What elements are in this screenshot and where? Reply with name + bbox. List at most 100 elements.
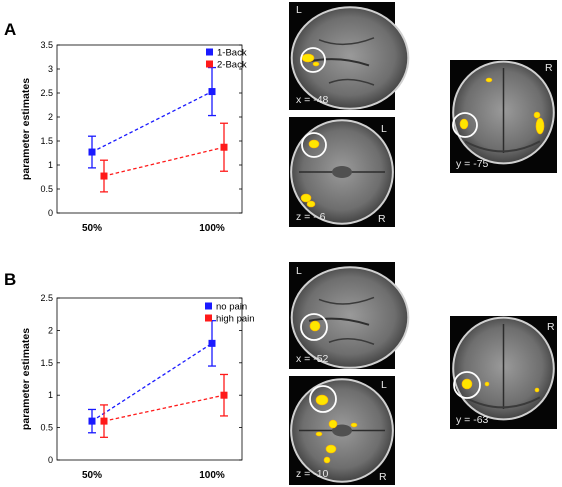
legend-entry: 1-Back [217,48,247,59]
brain-slice-a-axial: L Rz = - 6 [289,117,395,227]
activation-blob [484,381,490,387]
sulcus-line [328,78,375,86]
legend-entry: 2-Back [217,60,247,71]
activation-blob [323,456,331,464]
slice-coordinate-label: x = -52 [296,353,329,365]
panel-letter-a: A [4,20,17,39]
ventricle [332,424,352,437]
legend-marker [205,302,212,310]
brain-slice-b-coronal: Ry = -63 [450,316,557,429]
chart-1: 0 0.5 1 1.5 2 2.5 50% 100% parameter estimates no… [20,293,255,481]
activation-blob [461,378,473,390]
panel-letter-b: B [4,270,17,289]
data-point [208,339,216,347]
chart-0: 0 0.5 1 1.5 2 2.5 3 3.5 50% 100% parameter estimat… [20,40,247,234]
brain-tissue [290,266,410,369]
y-tick-label: 0 [48,208,53,218]
sulcus-line [318,296,375,305]
y-tick-label: 2 [48,112,53,122]
y-axis-label: parameter estimates [20,328,32,430]
y-tick-label: 0 [48,455,53,465]
y-tick-label: 1 [48,390,53,400]
orientation-label: L [296,4,302,16]
legend-marker [206,48,213,56]
highlight-circle [300,47,326,73]
orientation-label: L [381,123,387,135]
activation-blob [534,387,540,393]
x-tick-label: 50% [82,470,102,481]
y-tick-label: 3.5 [40,40,53,50]
y-tick-label: 3 [48,64,53,74]
activation-blob [308,139,320,149]
highlight-circle [301,132,327,158]
data-point [88,148,96,156]
y-tick-label: 2 [48,325,53,335]
brain-slice-a-coronal: Ry = -75 [450,60,557,173]
activation-blob [535,117,545,135]
activation-blob [301,53,315,63]
activation-blob [485,77,493,83]
activation-blob [315,394,329,406]
highlight-circle [309,385,337,413]
data-point [100,417,108,425]
activation-blob [306,200,316,208]
data-point [220,143,228,151]
ventricle [332,166,352,178]
y-tick-label: 0.5 [40,423,53,433]
orientation-label: L [296,265,302,277]
activation-blob [312,61,320,67]
slice-coordinate-label: z = -10 [296,468,329,480]
orientation-label: R [379,471,387,483]
chart-frame [56,297,243,461]
activation-blob [300,193,312,203]
y-tick-label: 2.5 [40,88,53,98]
slice-coordinate-label: z = - 6 [296,211,326,223]
highlight-circle [300,313,328,341]
brain-slice-a-sagittal: Lx = -48 [289,2,410,110]
y-tick-label: 1.5 [40,358,53,368]
series-line [91,90,213,153]
activation-blob [350,422,358,428]
series-line [103,394,225,422]
highlight-circle [453,371,481,399]
legend-entry: high pain [216,314,255,325]
slice-coordinate-label: y = -75 [456,158,489,170]
y-tick-label: 2.5 [40,293,53,303]
activation-blob [309,320,321,332]
sulcus-line [318,37,375,46]
brain-tissue [290,6,410,110]
brain-slice-b-sagittal: Lx = -52 [289,262,410,369]
chart-frame [56,44,243,214]
legend-marker [206,60,213,68]
activation-blob [533,111,541,119]
y-tick-label: 0.5 [40,184,53,194]
tentorium-line [464,396,541,409]
x-tick-label: 100% [199,223,225,234]
activation-blob [315,431,323,437]
data-point [208,88,216,96]
orientation-label: R [547,321,555,333]
x-tick-label: 50% [82,223,102,234]
data-point [220,391,228,399]
y-tick-label: 1 [48,160,53,170]
data-point [88,417,96,425]
slice-coordinate-label: x = -48 [296,94,329,106]
y-tick-label: 1.5 [40,136,53,146]
highlight-circle [452,112,478,138]
slice-coordinate-label: y = -63 [456,414,489,426]
data-point [100,172,108,180]
sulcus-line [308,58,370,67]
brain-slice-b-axial: L Rz = -10 [289,376,395,485]
activation-blob [325,444,337,454]
orientation-label: R [545,62,553,74]
sulcus-line [308,317,370,326]
x-tick-label: 100% [199,470,225,481]
legend-marker [205,314,212,322]
tentorium-line [464,140,541,153]
y-axis-label: parameter estimates [20,78,32,180]
orientation-label: L [381,379,387,391]
sulcus-line [328,338,375,345]
activation-blob [328,419,338,429]
series-line [103,146,225,177]
